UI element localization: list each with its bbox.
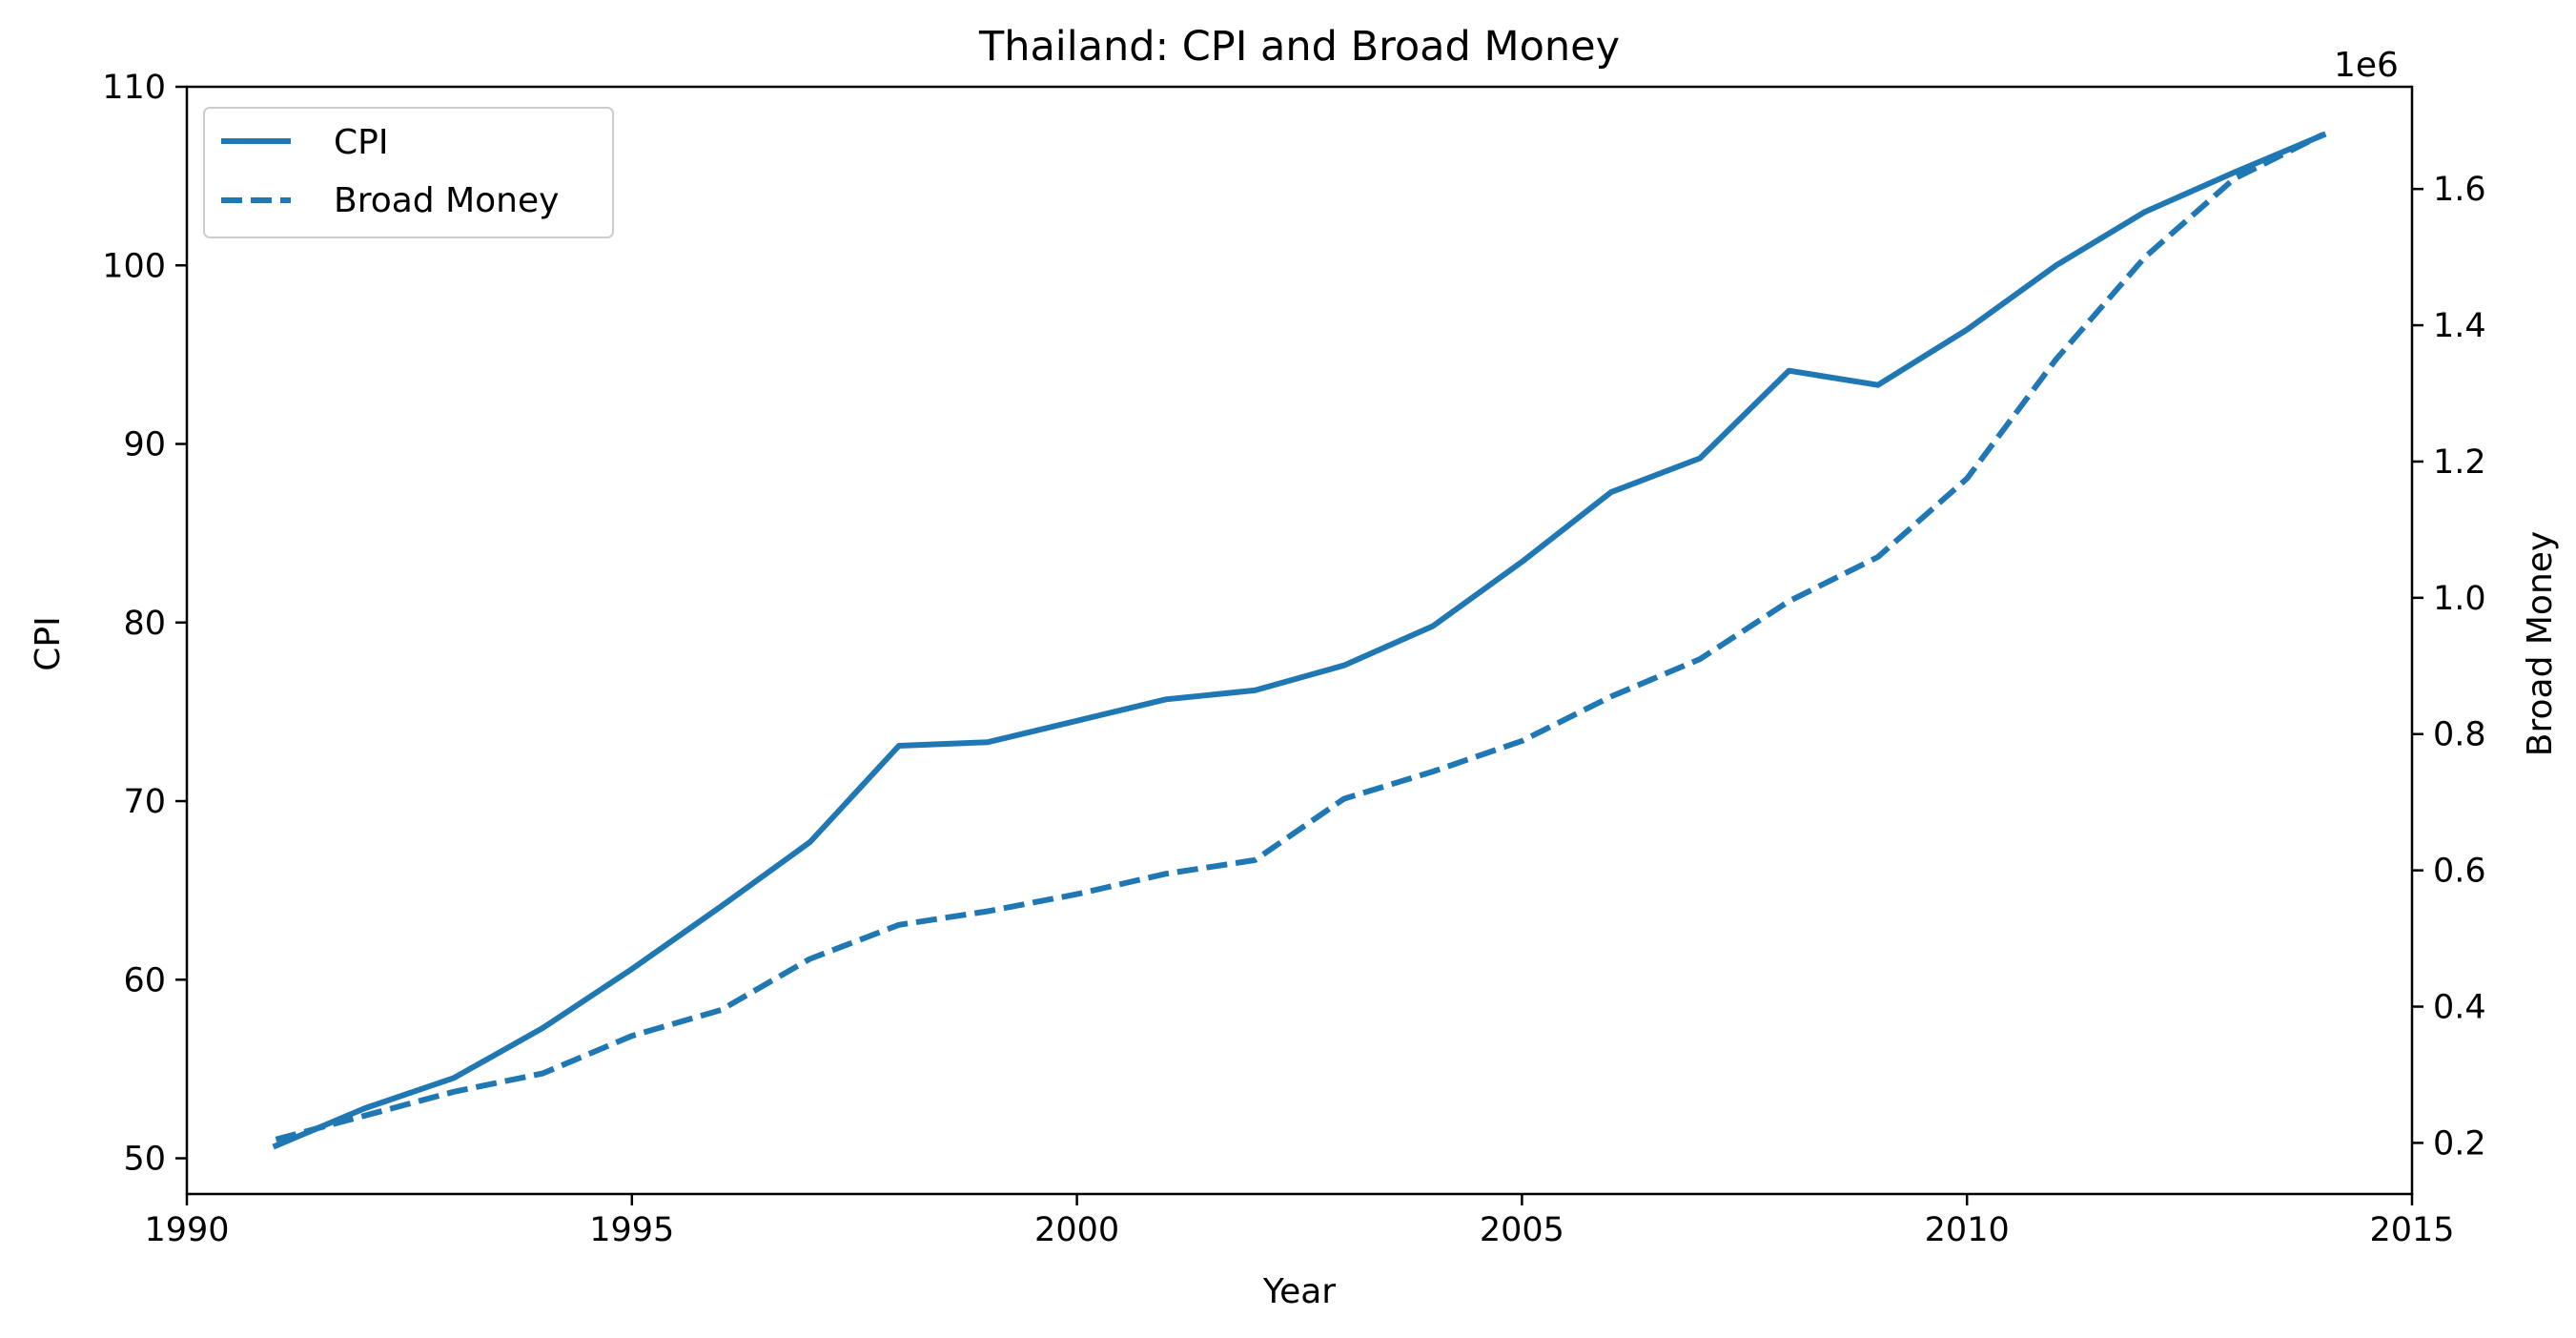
legend-label-broad-money: Broad Money bbox=[334, 181, 559, 220]
axes: 1990 1995 2000 2005 2010 2015 50 60 70 80 90 100 110… bbox=[102, 69, 2485, 1249]
left-tick-label: 60 bbox=[123, 961, 166, 999]
left-tick-label: 110 bbox=[102, 69, 166, 107]
left-tick-label: 70 bbox=[123, 783, 166, 821]
left-tick-label: 100 bbox=[102, 247, 166, 285]
right-tick-label: 1.6 bbox=[2433, 171, 2486, 209]
right-tick-label: 1.2 bbox=[2433, 443, 2486, 482]
plot-area bbox=[272, 131, 2327, 1150]
axes-frame bbox=[185, 85, 2414, 1196]
right-tick-label: 1.0 bbox=[2433, 580, 2486, 618]
series-line-cpi bbox=[272, 131, 2327, 1150]
left-tick-label: 90 bbox=[123, 426, 166, 464]
x-tick-label: 2005 bbox=[1480, 1211, 1564, 1249]
right-axis-offset-text: 1e6 bbox=[2334, 46, 2399, 85]
right-tick-label: 0.6 bbox=[2433, 853, 2486, 891]
right-tick-label: 0.8 bbox=[2433, 716, 2486, 754]
x-tick-label: 2015 bbox=[2369, 1211, 2454, 1249]
chart-title: Thailand: CPI and Broad Money bbox=[978, 23, 1620, 71]
x-tick-label: 1995 bbox=[589, 1211, 674, 1249]
series-line-broad-money bbox=[275, 132, 2324, 1142]
right-axis-label: Broad Money bbox=[2521, 531, 2560, 756]
left-axis-label: CPI bbox=[29, 616, 68, 670]
x-tick-label: 1990 bbox=[144, 1211, 229, 1249]
legend: CPI Broad Money bbox=[203, 107, 614, 238]
left-tick-label: 50 bbox=[123, 1141, 166, 1179]
right-tick-label: 0.4 bbox=[2433, 989, 2486, 1027]
right-tick-label: 1.4 bbox=[2433, 307, 2486, 345]
left-tick-label: 80 bbox=[123, 605, 166, 643]
x-axis-label: Year bbox=[1262, 1272, 1336, 1311]
right-tick-label: 0.2 bbox=[2433, 1124, 2486, 1163]
legend-frame bbox=[203, 107, 614, 238]
legend-label-cpi: CPI bbox=[334, 123, 388, 162]
x-tick-label: 2010 bbox=[1925, 1211, 2010, 1249]
x-tick-label: 2000 bbox=[1034, 1211, 1119, 1249]
